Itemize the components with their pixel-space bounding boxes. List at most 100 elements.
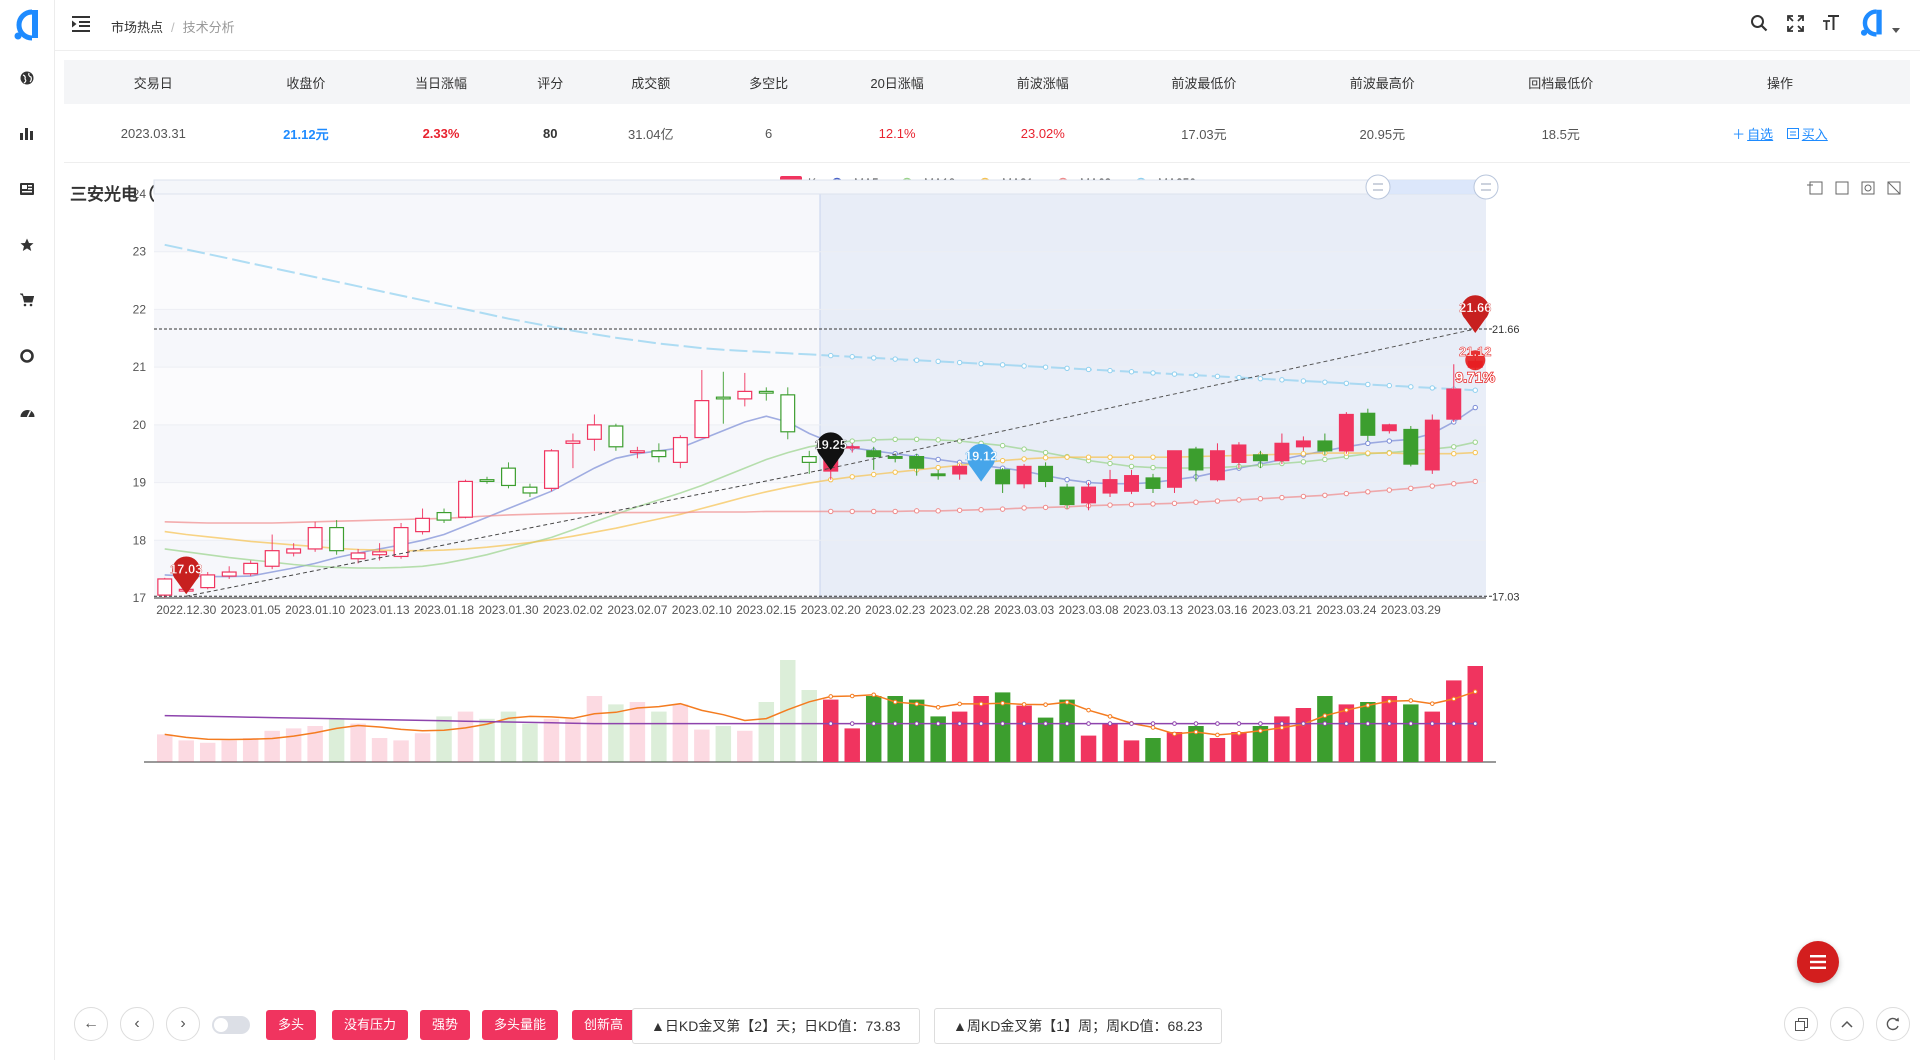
col-header: 交易日 xyxy=(64,60,243,104)
cart-icon[interactable] xyxy=(17,290,37,310)
zoom-select-icon[interactable] xyxy=(1807,181,1823,195)
tag-long[interactable]: 多头 xyxy=(266,1010,317,1040)
refresh-icon[interactable] xyxy=(1876,1007,1910,1041)
volume-bar xyxy=(1123,740,1140,762)
candle xyxy=(1424,419,1440,471)
prev-wave-change: 23.02% xyxy=(970,104,1115,163)
top-bar: 市场热点 / 技术分析 xyxy=(55,0,1920,51)
fullscreen-icon[interactable] xyxy=(1784,12,1806,34)
y-tick-label: 24 xyxy=(133,187,147,201)
volume-ma-point xyxy=(978,701,984,707)
volume-bar xyxy=(522,723,538,762)
tag-long-volume[interactable]: 多头量能 xyxy=(482,1010,559,1040)
float-menu-button[interactable] xyxy=(1797,941,1839,983)
add-watchlist-link[interactable]: ＋自选 xyxy=(1732,127,1773,142)
toggle-switch[interactable] xyxy=(212,1016,250,1034)
kline-chart[interactable]: KMA5MA18MA31MA63MA2501718192021222324202… xyxy=(64,172,1910,952)
restore-icon[interactable] xyxy=(1861,181,1875,195)
ma-point xyxy=(1128,501,1135,508)
pin-shape xyxy=(172,556,201,595)
x-tick-label: 2023.01.13 xyxy=(350,603,410,617)
ma-point xyxy=(1451,451,1457,457)
pin-label: 21.12 xyxy=(1459,344,1492,359)
ma-point xyxy=(849,508,855,515)
volume-bar xyxy=(307,726,323,762)
volume-bar xyxy=(221,740,237,762)
daily-change: 2.33% xyxy=(369,104,513,163)
ma-point xyxy=(892,508,898,515)
user-avatar-menu[interactable] xyxy=(1856,9,1900,37)
save-image-icon[interactable] xyxy=(1887,181,1901,195)
volume-ma-point xyxy=(914,721,919,726)
ma-point xyxy=(1150,501,1156,507)
volume-bar xyxy=(350,723,366,762)
add-watchlist-label: 自选 xyxy=(1747,126,1774,142)
buy-link[interactable]: 买入 xyxy=(1786,127,1828,142)
ma-point xyxy=(935,437,941,443)
star-icon[interactable] xyxy=(17,235,37,255)
ma-point xyxy=(1042,455,1049,461)
col-header: 操作 xyxy=(1649,60,1910,104)
volume-bar xyxy=(285,728,302,762)
font-size-icon[interactable] xyxy=(1820,12,1842,34)
ma-point xyxy=(1107,502,1113,508)
pullback-low: 18.5元 xyxy=(1471,104,1650,163)
next-icon[interactable]: › xyxy=(166,1007,200,1041)
ma-point xyxy=(978,506,984,513)
volume-ma-point xyxy=(1365,703,1371,708)
ma-point xyxy=(913,508,920,514)
candle xyxy=(866,450,882,458)
lifebuoy-icon[interactable] xyxy=(17,346,37,366)
candle xyxy=(200,574,216,589)
ma-point xyxy=(1300,451,1307,457)
dashboard-icon[interactable] xyxy=(17,402,37,422)
volume-ma-point xyxy=(1107,721,1113,726)
zoom-reset-icon[interactable] xyxy=(1835,181,1849,195)
tag-new-high[interactable]: 创新高 xyxy=(572,1010,636,1040)
candle xyxy=(780,394,796,433)
tag-no-pressure[interactable]: 没有压力 xyxy=(332,1010,409,1040)
x-tick-label: 2023.03.16 xyxy=(1187,603,1247,617)
volume-ma-point xyxy=(1387,698,1392,704)
col-header: 20日涨幅 xyxy=(823,60,971,104)
weekly-kd-signal: ▲周KD金叉第【1】周；周KD值：68.23 xyxy=(934,1008,1222,1044)
bar-chart-icon[interactable] xyxy=(17,123,37,143)
volume-bar xyxy=(199,742,216,762)
volume-bar xyxy=(1145,738,1161,762)
kline-chart-panel: 三安光电（电子） KMA5MA18MA31MA63MA2501718192021… xyxy=(64,172,1910,952)
candle xyxy=(1124,475,1139,492)
breadcrumb-parent[interactable]: 市场热点 xyxy=(111,20,164,35)
volume-ma-point xyxy=(1150,725,1156,730)
volume-ma-point xyxy=(1472,689,1478,694)
volume-bar xyxy=(651,711,667,762)
prev-icon[interactable]: ‹ xyxy=(120,1007,154,1041)
y-tick-label: 18 xyxy=(133,533,147,547)
ma-point xyxy=(1472,404,1478,411)
candle xyxy=(1209,450,1225,481)
copy-icon[interactable] xyxy=(1784,1007,1818,1041)
volume-ma-point xyxy=(1172,721,1177,726)
menu-indent-icon[interactable] xyxy=(72,16,90,32)
volume-ma-point xyxy=(1236,721,1242,726)
col-header: 成交额 xyxy=(587,60,715,104)
turnover: 31.04亿 xyxy=(587,104,715,163)
scroll-top-icon[interactable] xyxy=(1830,1007,1864,1041)
volume-bar xyxy=(1360,702,1376,762)
search-icon[interactable] xyxy=(1748,12,1770,34)
candle xyxy=(844,446,860,449)
back-arrow-icon[interactable]: ← xyxy=(74,1007,108,1041)
ma-point xyxy=(849,474,855,480)
app-logo[interactable] xyxy=(10,8,44,42)
volume-bar xyxy=(1080,735,1097,762)
globe-icon[interactable] xyxy=(17,68,37,88)
newspaper-icon[interactable] xyxy=(17,179,37,199)
prev-wave-low: 17.03元 xyxy=(1114,104,1294,163)
candle xyxy=(1102,479,1118,494)
ma-point xyxy=(1021,363,1027,369)
tag-strong[interactable]: 强势 xyxy=(420,1010,471,1040)
candle xyxy=(1403,428,1419,465)
price-pin: 21.66 xyxy=(1459,295,1492,334)
ma-point xyxy=(1042,504,1049,511)
ma-point xyxy=(1021,505,1027,511)
col-header: 前波涨幅 xyxy=(970,60,1115,104)
